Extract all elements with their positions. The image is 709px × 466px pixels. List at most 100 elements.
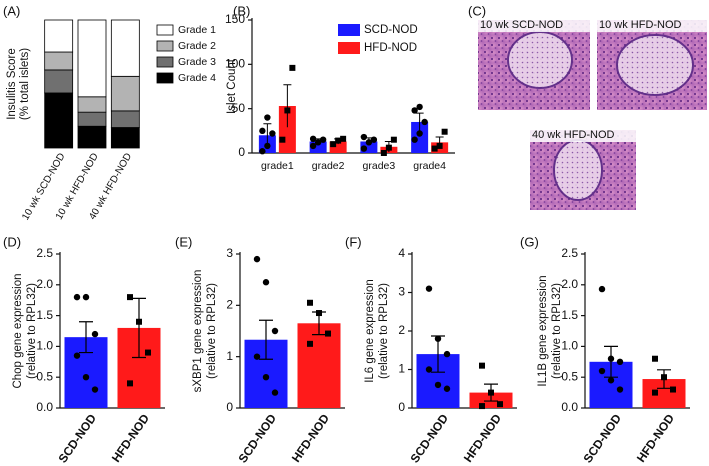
- data-point: [253, 353, 261, 360]
- data-point: [307, 340, 313, 347]
- bar-segment: [44, 92, 74, 149]
- legend-label: Grade 2: [178, 40, 216, 52]
- y-axis-label: sXBP1 gene expression: [192, 270, 204, 393]
- error-bar: [132, 297, 146, 359]
- data-point: [316, 310, 322, 317]
- y-tick-label: 150: [225, 12, 245, 26]
- data-point: [434, 381, 442, 389]
- x-tick-label: SCD-NOD: [235, 411, 279, 465]
- y-axis-label: Islet Count: [226, 58, 238, 114]
- legend-swatch: [156, 40, 174, 52]
- data-point: [360, 133, 368, 141]
- data-point: [607, 355, 615, 362]
- data-point: [271, 327, 279, 335]
- data-point: [262, 374, 270, 381]
- data-point: [425, 366, 433, 373]
- data-point: [360, 145, 368, 152]
- y-axis-label: Chop gene expression: [12, 273, 24, 388]
- data-point: [661, 374, 667, 381]
- x-tick-label: grade2: [312, 160, 345, 172]
- bar-segment: [77, 19, 107, 98]
- data-point: [370, 136, 378, 143]
- data-point: [307, 299, 313, 306]
- x-tick-label: HFD-NOD: [461, 411, 504, 465]
- islet: [507, 31, 573, 89]
- data-point: [479, 403, 485, 410]
- panel-label: (E): [175, 234, 192, 249]
- panel-label: (D): [3, 234, 21, 249]
- data-point: [421, 118, 428, 126]
- y-tick-label: 1: [398, 362, 405, 376]
- data-point: [91, 330, 99, 338]
- data-point: [91, 386, 99, 393]
- data-point: [488, 389, 494, 396]
- data-point: [289, 64, 296, 71]
- image-label: 10 wk SCD-NOD: [480, 19, 563, 31]
- data-point: [479, 362, 485, 369]
- legend-swatch: [338, 24, 360, 36]
- data-point: [127, 294, 133, 301]
- y-tick-label: 50: [232, 101, 246, 115]
- data-point: [380, 150, 387, 156]
- bar-segment: [77, 125, 107, 149]
- y-tick-label: 4: [398, 246, 405, 260]
- bar-segment: [77, 96, 107, 113]
- data-point: [670, 386, 676, 393]
- data-point: [309, 135, 317, 143]
- bar-segment: [110, 75, 140, 112]
- data-point: [309, 142, 317, 150]
- y-axis-label: (relative to RPL32): [206, 283, 218, 379]
- bar: [297, 323, 341, 408]
- bar: [411, 121, 429, 153]
- islet: [553, 139, 603, 201]
- y-axis-label: IL1B gene expression: [537, 275, 549, 386]
- data-point: [145, 349, 151, 356]
- data-point: [259, 127, 266, 135]
- y-tick-label: 2.5: [36, 246, 53, 260]
- panel-label: (F): [345, 234, 362, 249]
- data-point: [607, 377, 615, 384]
- legend-label: Grade 4: [178, 72, 216, 84]
- data-point: [443, 385, 451, 392]
- data-point: [416, 130, 423, 137]
- data-point: [262, 279, 270, 286]
- bar: [360, 141, 378, 153]
- x-tick-label: grade3: [363, 160, 396, 172]
- data-point: [385, 144, 392, 151]
- legend-label: Grade 1: [178, 24, 216, 36]
- bar-segment: [110, 19, 140, 77]
- bar-segment: [44, 51, 74, 71]
- y-tick-label: 1.0: [561, 339, 578, 353]
- x-tick-label: HFD-NOD: [634, 411, 677, 465]
- data-point: [434, 335, 442, 342]
- data-point: [441, 128, 448, 135]
- x-tick-label: SCD-NOD: [55, 411, 99, 465]
- data-point: [264, 142, 271, 150]
- y-axis-label: (relative to RPL32): [26, 283, 38, 379]
- y-tick-label: 0: [226, 400, 233, 414]
- data-point: [652, 389, 658, 396]
- legend-swatch: [156, 72, 174, 84]
- data-point: [425, 285, 433, 292]
- y-tick-label: 2: [398, 323, 405, 337]
- panel-label: (C): [468, 3, 486, 18]
- data-point: [411, 136, 418, 143]
- data-point: [259, 148, 266, 155]
- y-tick-label: 100: [225, 57, 245, 71]
- data-point: [616, 386, 624, 393]
- image-label: 40 wk HFD-NOD: [532, 129, 615, 141]
- y-tick-label: 2.0: [561, 277, 578, 291]
- y-axis-label: IL6 gene expression: [364, 279, 376, 383]
- data-point: [443, 350, 451, 358]
- error-bar: [79, 321, 93, 354]
- data-point: [73, 352, 81, 359]
- bar-segment: [44, 19, 74, 53]
- data-point: [136, 318, 142, 325]
- x-tick-label: SCD-NOD: [580, 411, 624, 465]
- data-point: [319, 136, 327, 143]
- legend-swatch: [156, 24, 174, 36]
- y-tick-label: 3: [398, 285, 405, 299]
- y-axis-label: (% total islets): [19, 48, 31, 120]
